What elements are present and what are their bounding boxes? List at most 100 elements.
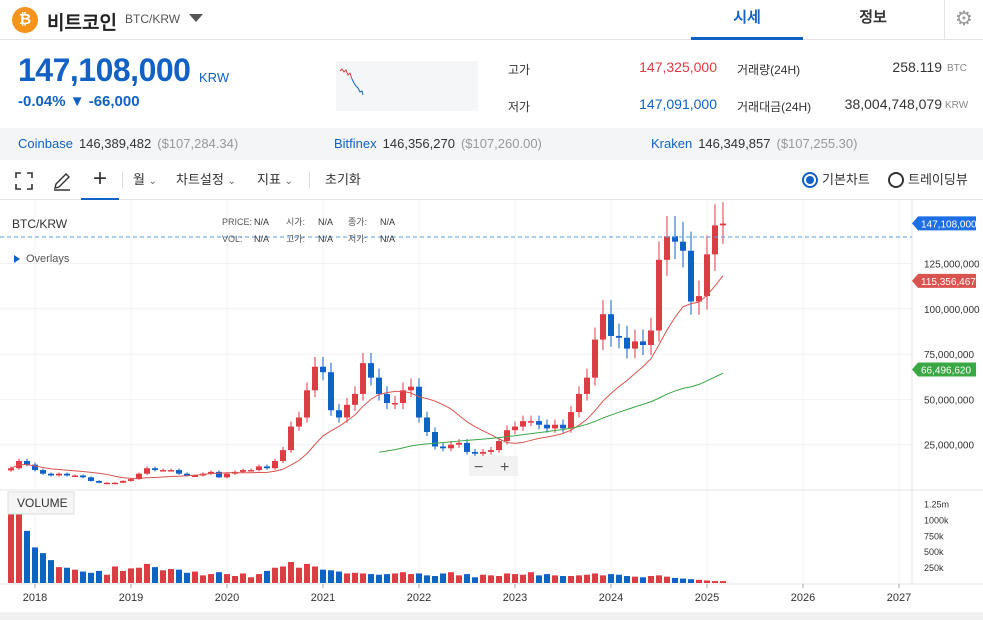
volume-bar [480,574,486,583]
x-tick-label: 2022 [407,592,431,604]
gear-icon[interactable]: ⚙ [944,0,983,40]
volume-bar [200,575,206,583]
candle [208,471,214,474]
zoom-in-button[interactable]: + [500,459,509,476]
candle [536,421,542,425]
volume-bar [464,574,470,583]
x-tick-label: 2027 [887,592,911,604]
volume-bar [488,575,494,583]
legend-price-label: PRICE: [222,217,252,227]
indicators-menu[interactable]: 지표 ⌄ [257,160,293,202]
price-tag-label: 147,108,000 [921,219,977,230]
candle [672,236,678,242]
candle [144,468,150,474]
x-tick-label: 2023 [503,592,527,604]
volume-bar [496,576,502,583]
price-tag-label: 115,356,467 [921,277,976,288]
price-chart[interactable]: 25,000,000 50,000,000 75,000,000 100,000,00… [0,200,983,620]
tab-market[interactable]: 시세 [691,0,803,40]
volume-bar [552,575,558,583]
crosshair-icon[interactable]: + [81,160,119,200]
overlays-toggle-icon[interactable] [14,255,20,263]
volume-bar [128,568,134,583]
volume-bar [632,576,638,583]
y-tick-label: 50,000,000 [924,395,974,406]
candle [312,366,318,391]
candle [48,473,54,476]
volume-bar [696,579,702,583]
exchange-coinbase: Coinbase 146,389,482 ($107,284.34) [18,128,238,160]
zoom-controls [469,456,518,476]
volume-bar [688,579,694,583]
exchange-price: 146,389,482 [78,136,152,151]
candle [480,451,486,454]
volume-bar [472,577,478,583]
volume-bar [536,575,542,583]
candle [704,254,710,297]
chart-grid: 25,000,000 50,000,000 75,000,000 100,000,00… [0,200,983,620]
volume-bar [704,580,710,583]
candle [248,470,254,472]
basic-chart-radio[interactable]: 기본차트 [802,160,870,200]
coin-select-dropdown-icon[interactable] [189,14,203,22]
x-tick-label: 2026 [791,592,815,604]
trade-value-unit: KRW [945,100,969,111]
candle [168,470,174,472]
exchange-price: 146,349,857 [698,136,771,151]
chart-settings-menu[interactable]: 차트설정 ⌄ [176,160,236,202]
pencil-icon[interactable] [52,171,72,191]
candle [632,341,638,349]
candle [336,410,342,418]
volume-bar [560,576,566,583]
candle [616,335,622,338]
volume-bar [440,573,446,583]
candle [320,366,326,373]
candle [696,296,702,302]
candle [568,412,574,429]
candle [680,241,686,251]
candle [408,386,414,391]
candle [440,446,446,449]
x-tick-label: 2018 [23,592,47,604]
volume-bar [72,569,78,583]
candle [520,421,526,427]
volume-bar [152,567,158,583]
x-tick-label: 2025 [695,592,719,604]
candle [424,417,430,432]
volume-bar [664,576,670,583]
overlays-label[interactable]: Overlays [26,253,70,265]
exchange-name[interactable]: Kraken [651,136,693,151]
legend-low-label: 저가: [348,234,367,244]
zoom-out-button[interactable]: − [474,459,483,476]
exchange-name[interactable]: Bitfinex [334,136,377,151]
volume-bar [576,575,582,583]
volume-bar [48,560,54,583]
exchange-bitfinex: Bitfinex 146,356,270 ($107,260.00) [334,128,542,160]
tab-info[interactable]: 정보 [859,9,887,26]
volume-label: 거래량(24H) [737,63,801,77]
tradingview-radio[interactable]: 트레이딩뷰 [888,160,968,200]
period-select[interactable]: 월 ⌄ [133,160,157,202]
exchange-kraken: Kraken 146,349,857 ($107,255.30) [651,128,857,160]
volume-bar [288,562,294,583]
volume-unit: BTC [947,63,967,74]
reset-button[interactable]: 초기화 [325,172,361,187]
legend-close-value: N/A [380,217,395,227]
low-label: 저가 [508,100,531,114]
ma-long-line [378,372,724,453]
exchange-name[interactable]: Coinbase [18,136,73,151]
legend-vol-value: N/A [254,234,269,244]
candle [80,475,86,478]
volume-bar [384,574,390,583]
volume-bar [280,566,286,583]
fullscreen-icon[interactable] [15,172,33,190]
volume-bar [296,567,302,583]
legend-high-label: 고가: [286,234,305,244]
volume-bar [368,574,374,583]
candle [584,377,590,394]
candle [488,450,494,452]
volume-bar [160,570,166,583]
chevron-down-icon: ⌄ [227,176,236,187]
volume-bar [272,567,278,583]
volume-bar [8,500,14,583]
